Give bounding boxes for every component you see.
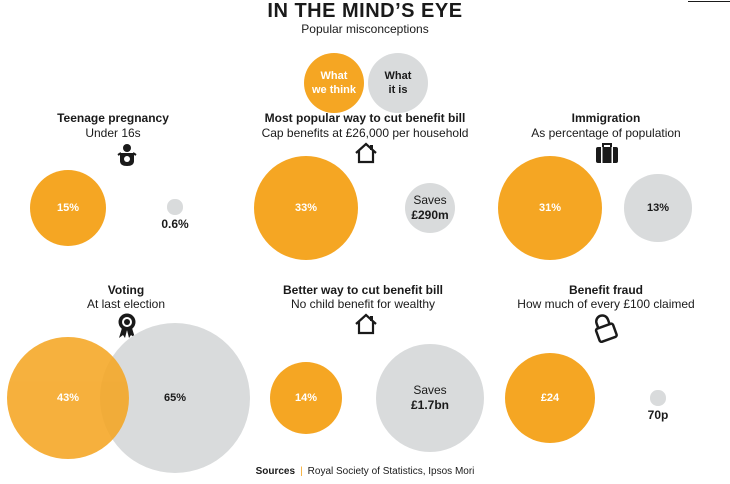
label-think-benefit-fraud: £24 bbox=[540, 392, 560, 404]
label-is-immigration: 13% bbox=[646, 201, 669, 214]
bubble-is-benefit-cap: Saves £290m bbox=[405, 183, 455, 233]
label-think-child-benefit: 14% bbox=[294, 392, 318, 404]
house-icon-2 bbox=[355, 313, 377, 335]
legend-is-line2: it is bbox=[388, 84, 408, 96]
panel-title-benefit-fraud: Benefit fraud bbox=[568, 283, 643, 297]
bubble-think-voting: 43% bbox=[6, 336, 129, 459]
bubble-think-benefit-fraud: £24 bbox=[505, 353, 595, 443]
baby-icon bbox=[117, 144, 137, 166]
bubble-is-teenage-pregnancy bbox=[167, 199, 183, 215]
label-is-prefix-child-benefit: Saves bbox=[413, 383, 447, 397]
label-think-immigration: 31% bbox=[538, 202, 562, 214]
label-is-benefit-fraud: 70p bbox=[647, 408, 669, 422]
label-is-value-child-benefit: £1.7bn bbox=[410, 398, 449, 412]
chart-subtitle: Popular misconceptions bbox=[301, 22, 429, 36]
panel-subtitle-benefit-cap: Cap benefits at £26,000 per household bbox=[261, 126, 469, 140]
panel-title-voting: Voting bbox=[107, 283, 145, 297]
label-is-value-benefit-cap: £290m bbox=[411, 208, 449, 222]
padlock-icon bbox=[594, 314, 618, 343]
panel-title-child-benefit: Better way to cut benefit bill bbox=[282, 283, 444, 297]
bubble-think-benefit-cap: 33% bbox=[254, 156, 358, 260]
panel-subtitle-voting: At last election bbox=[86, 297, 166, 311]
panel-subtitle-child-benefit: No child benefit for wealthy bbox=[290, 297, 436, 311]
label-think-teenage-pregnancy: 15% bbox=[56, 202, 80, 214]
panel-title-benefit-cap: Most popular way to cut benefit bill bbox=[264, 111, 466, 125]
chart-title: IN THE MIND’S EYE bbox=[267, 0, 463, 22]
label-is-benefit-cap: Saves £290m bbox=[405, 193, 455, 223]
panel-title-teenage-pregnancy: Teenage pregnancy bbox=[57, 111, 169, 125]
sources-line: Sources | Royal Society of Statistics, Ips… bbox=[0, 466, 730, 477]
sources-text: Royal Society of Statistics, Ipsos Mori bbox=[307, 466, 475, 477]
panel-subtitle-teenage-pregnancy: Under 16s bbox=[85, 126, 141, 140]
label-think-benefit-cap: 33% bbox=[294, 202, 318, 214]
bubble-is-immigration: 13% bbox=[624, 174, 692, 242]
panel-title-immigration: Immigration bbox=[571, 111, 641, 125]
legend-is-line1: What bbox=[384, 70, 412, 82]
house-icon bbox=[355, 142, 377, 164]
sources-separator: | bbox=[300, 466, 303, 477]
label-is-prefix-benefit-cap: Saves bbox=[413, 193, 447, 207]
legend-think-line2: we think bbox=[311, 84, 356, 96]
label-is-child-benefit: Saves £1.7bn bbox=[390, 383, 470, 413]
legend-what-it-is: What it is bbox=[368, 53, 428, 113]
legend-what-we-think: What we think bbox=[304, 53, 364, 113]
panel-subtitle-immigration: As percentage of population bbox=[531, 126, 681, 140]
bubble-think-immigration: 31% bbox=[498, 156, 602, 260]
bubble-think-child-benefit: 14% bbox=[270, 362, 342, 434]
sources-label: Sources bbox=[255, 466, 296, 477]
label-is-teenage-pregnancy: 0.6% bbox=[161, 217, 189, 231]
panel-subtitle-benefit-fraud: How much of every £100 claimed bbox=[517, 297, 695, 311]
bubble-think-teenage-pregnancy: 15% bbox=[30, 170, 106, 246]
rosette-icon bbox=[118, 313, 136, 338]
label-think-voting: 43% bbox=[56, 391, 79, 404]
bubble-is-child-benefit: Saves £1.7bn bbox=[376, 344, 484, 452]
header-rule bbox=[688, 1, 730, 2]
label-is-voting: 65% bbox=[163, 392, 187, 404]
bubble-is-benefit-fraud bbox=[650, 390, 666, 406]
suitcase-icon bbox=[596, 143, 618, 163]
legend-think-line1: What bbox=[320, 70, 348, 82]
